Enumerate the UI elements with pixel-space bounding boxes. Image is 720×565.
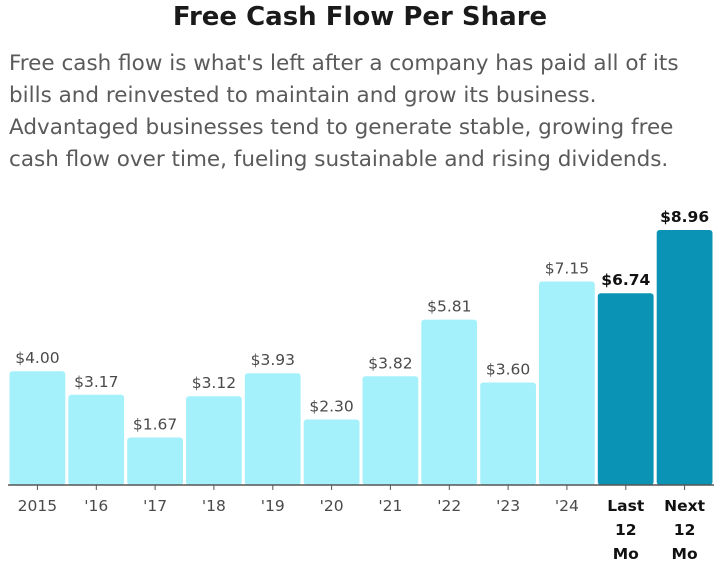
bar-2 — [127, 437, 183, 485]
bar-3 — [186, 396, 242, 485]
data-label-6: $3.82 — [368, 354, 412, 372]
data-label-10: $6.74 — [601, 271, 650, 289]
x-tick-label-3: '18 — [202, 497, 226, 515]
data-label-3: $3.12 — [192, 374, 236, 392]
data-label-2: $1.67 — [133, 416, 177, 434]
x-tick-label-8: '23 — [496, 497, 520, 515]
chart-title: Free Cash Flow Per Share — [172, 2, 548, 32]
bar-5 — [303, 419, 360, 485]
x-tick-label-11: Next 12 Mo — [664, 497, 705, 563]
data-label-1: $3.17 — [74, 373, 118, 391]
x-tick-label-2: '17 — [143, 497, 167, 515]
x-tick-label-7: '22 — [437, 497, 461, 515]
data-label-9: $7.15 — [545, 260, 589, 278]
bar-4 — [244, 373, 301, 485]
x-tick-label-9: '24 — [555, 497, 579, 515]
x-tick-label-4: '19 — [261, 497, 285, 515]
x-tick-label-10: Last 12 Mo — [607, 497, 645, 563]
data-label-5: $2.30 — [309, 398, 353, 416]
x-tick-label-5: '20 — [320, 497, 344, 515]
bar-7 — [421, 319, 478, 485]
bar-9 — [539, 281, 595, 485]
data-label-0: $4.00 — [15, 349, 59, 367]
bar-10 — [597, 293, 654, 485]
bar-8 — [480, 382, 536, 485]
bar-0 — [9, 371, 66, 485]
x-tick-label-0: 2015 — [18, 497, 57, 515]
data-label-7: $5.81 — [427, 298, 471, 316]
data-label-11: $8.96 — [660, 208, 709, 226]
bar-1 — [68, 394, 125, 485]
bar-6 — [362, 376, 419, 485]
data-label-4: $3.93 — [251, 351, 295, 369]
x-tick-label-1: '16 — [84, 497, 108, 515]
data-label-8: $3.60 — [486, 361, 530, 379]
chart-subtitle: Free cash flow is what's left after a co… — [9, 51, 679, 172]
bar-11 — [656, 230, 713, 485]
x-tick-label-6: '21 — [378, 497, 402, 515]
